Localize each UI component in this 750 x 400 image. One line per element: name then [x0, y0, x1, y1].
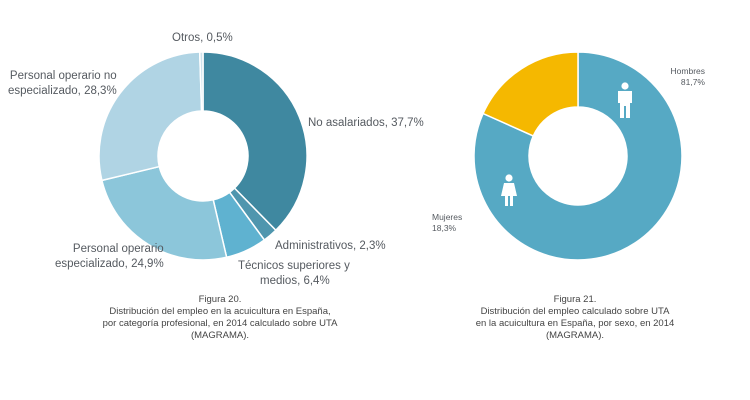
label-otros: Otros, 0,5%: [172, 32, 233, 44]
woman-icon: [501, 174, 517, 206]
caption-line: Figura 21.: [553, 294, 597, 305]
figure-21-caption: Figura 21. Distribución del empleo calcu…: [455, 294, 695, 342]
figure-20-caption: Figura 20. Distribución del empleo en la…: [70, 294, 370, 342]
label-tecnicos: Técnicos superiores y medios, 6,4%: [238, 260, 350, 287]
chart-employment-by-sex: [473, 51, 683, 261]
label-operario-no-especializado: Personal operario no especializado, 28,3…: [8, 70, 117, 97]
slice-mujeres: [482, 51, 579, 137]
caption-line: Distribución del empleo en la acuicultur…: [109, 306, 331, 317]
label-operario-especializado: Personal operario especializado, 24,9%: [55, 243, 164, 270]
caption-line: Figura 20.: [198, 294, 242, 305]
label-hombres: Hombres 81,7%: [670, 66, 705, 87]
label-administrativos: Administrativos, 2,3%: [275, 240, 386, 252]
chart-employment-by-category: [98, 51, 308, 261]
caption-line: Distribución del empleo calculado sobre …: [480, 306, 670, 317]
slice-otros: [198, 51, 204, 112]
slice-personal-operario-especializado: [101, 165, 228, 261]
caption-line: (MAGRAMA).: [545, 330, 605, 341]
caption-line: (MAGRAMA).: [190, 330, 250, 341]
label-mujeres: Mujeres 18,3%: [432, 212, 463, 233]
caption-line: en la acuicultura en España, por sexo, e…: [475, 318, 675, 329]
slice-no-asalariados: [202, 51, 308, 232]
man-icon: [618, 82, 632, 118]
label-no-asalariados: No asalariados, 37,7%: [308, 117, 424, 129]
caption-line: por categoría profesional, en 2014 calcu…: [102, 318, 338, 329]
slice-personal-operario-no-especializado: [98, 51, 203, 182]
